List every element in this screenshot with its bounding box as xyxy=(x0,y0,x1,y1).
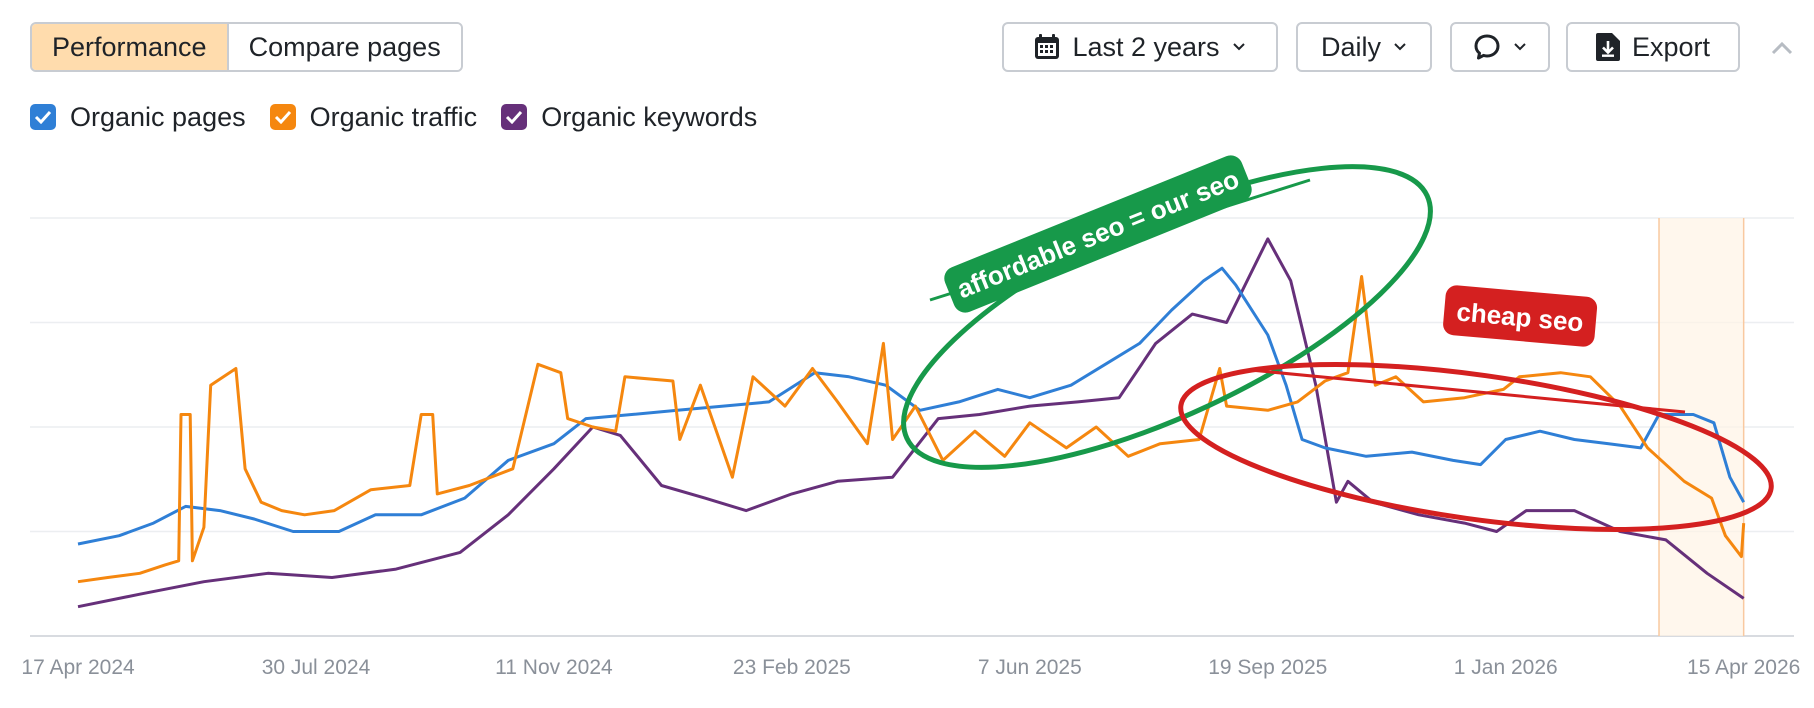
x-tick-label: 7 Jun 2025 xyxy=(978,656,1082,679)
x-tick-label: 30 Jul 2024 xyxy=(262,656,371,679)
series-line-organic-traffic[interactable] xyxy=(77,275,1746,584)
chevron-down-icon xyxy=(1394,43,1406,51)
view-switch: Performance Compare pages xyxy=(30,22,463,72)
chart-grid xyxy=(30,217,1794,637)
interval-dropdown[interactable]: Daily xyxy=(1296,22,1432,72)
tab-compare-pages[interactable]: Compare pages xyxy=(226,24,461,70)
annotation-ellipse-red xyxy=(1178,362,1774,532)
export-button[interactable]: Export xyxy=(1566,22,1740,72)
chevron-down-icon xyxy=(1514,43,1526,51)
comments-dropdown[interactable] xyxy=(1450,22,1550,72)
legend-item-organic-pages[interactable]: Organic pages xyxy=(30,102,246,133)
annotation-label-bg-green xyxy=(944,155,1252,313)
interval-label: Daily xyxy=(1320,31,1381,62)
legend-label: Organic traffic xyxy=(309,101,478,132)
annotation-stroke-red xyxy=(1249,368,1686,414)
check-icon xyxy=(274,110,291,124)
x-tick-label: 23 Feb 2025 xyxy=(733,656,851,679)
x-axis-ticks: 17 Apr 2024 30 Jul 2024 11 Nov 2024 23 Feb … xyxy=(21,656,1800,679)
x-tick-label: 19 Sep 2025 xyxy=(1208,656,1327,679)
comment-icon xyxy=(1474,34,1500,60)
checkbox-organic-keywords[interactable] xyxy=(501,104,528,130)
legend-label: Organic keywords xyxy=(541,101,758,132)
legend-label: Organic pages xyxy=(70,101,246,132)
annotation-label-bg-red xyxy=(1443,285,1598,347)
annotation-cheap-seo: cheap seo xyxy=(1178,285,1774,532)
tab-performance[interactable]: Performance xyxy=(32,24,227,70)
date-range-label: Last 2 years xyxy=(1072,31,1220,62)
x-tick-label: 15 Apr 2026 xyxy=(1687,656,1800,679)
chevron-up-icon[interactable] xyxy=(1764,30,1800,66)
calendar-icon xyxy=(1035,34,1060,59)
export-label: Export xyxy=(1631,31,1711,62)
chevron-down-icon xyxy=(1232,43,1245,51)
series-layer xyxy=(77,237,1746,609)
checkbox-organic-pages[interactable] xyxy=(30,104,56,130)
check-icon xyxy=(506,110,523,124)
check-icon xyxy=(34,110,52,124)
legend-item-organic-keywords[interactable]: Organic keywords xyxy=(501,102,757,133)
x-tick-label: 11 Nov 2024 xyxy=(495,656,613,679)
highlight-range xyxy=(1659,218,1744,636)
series-line-organic-keywords[interactable] xyxy=(77,237,1745,609)
chart-legend: Organic pages Organic traffic Organic ke… xyxy=(30,100,757,134)
x-tick-label: 1 Jan 2026 xyxy=(1454,656,1558,679)
checkbox-organic-traffic[interactable] xyxy=(269,104,296,130)
legend-item-organic-traffic[interactable]: Organic traffic xyxy=(269,101,478,133)
series-line-organic-pages[interactable] xyxy=(77,266,1746,546)
x-tick-label: 17 Apr 2024 xyxy=(21,656,135,679)
download-icon xyxy=(1595,33,1620,61)
date-range-dropdown[interactable]: Last 2 years xyxy=(1002,22,1278,72)
